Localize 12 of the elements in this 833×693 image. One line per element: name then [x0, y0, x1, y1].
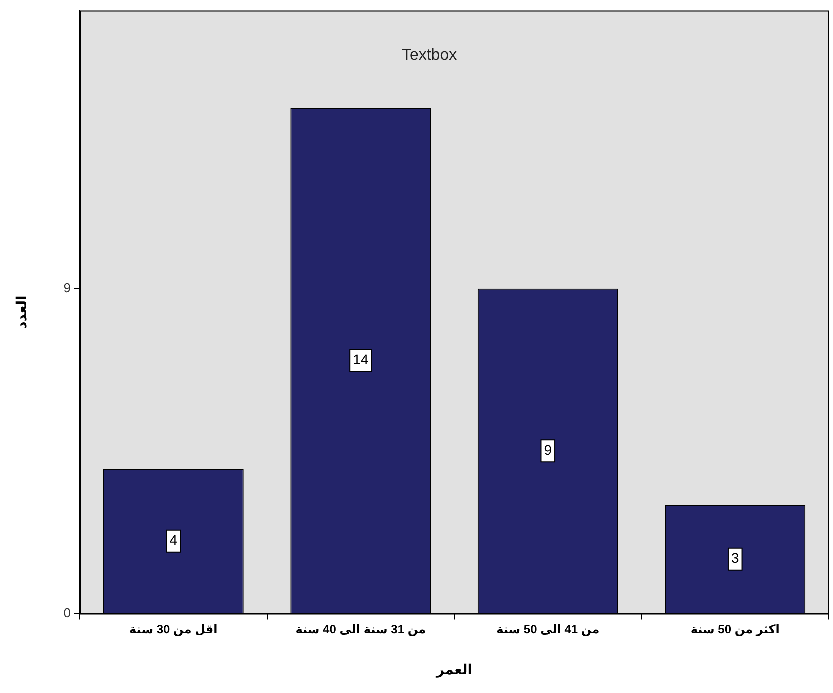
x-tick-label: اقل من 30 سنة	[130, 622, 218, 636]
data-label: 4	[170, 532, 178, 548]
annotation: Textbox	[402, 47, 458, 64]
x-tick-label: اكثر من 50 سنة	[690, 622, 780, 636]
data-label: 9	[544, 442, 552, 458]
y-axis-title: العدد	[13, 296, 30, 329]
x-axis-title: العمر	[435, 661, 473, 678]
data-label: 14	[353, 352, 369, 368]
x-tick-label: من 31 سنة الى 40 سنة	[296, 622, 426, 636]
data-label: 3	[731, 550, 740, 566]
x-tick-label: من 41 الى 50 سنة	[496, 622, 600, 636]
y-tick-label: 0	[64, 605, 72, 620]
